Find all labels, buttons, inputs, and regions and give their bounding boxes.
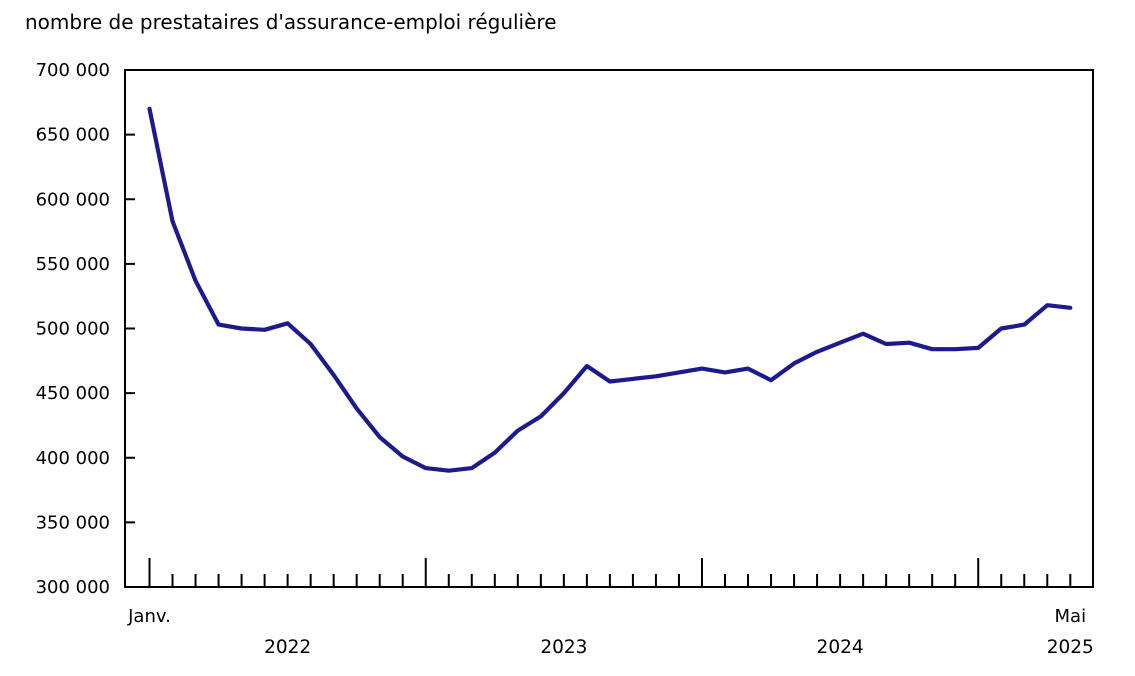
- x-year-label: 2024: [817, 637, 864, 658]
- y-tick-label: 650 000: [36, 125, 110, 146]
- series-line-ei-claimants: [147, 106, 1073, 473]
- x-year-label: 2022: [264, 637, 311, 658]
- y-tick-label: 400 000: [36, 448, 110, 469]
- y-tick-label: 450 000: [36, 383, 110, 404]
- x-last-month-label: Mai: [1055, 606, 1087, 627]
- chart-title: nombre de prestataires d'assurance-emplo…: [25, 10, 557, 34]
- x-year-label: 2025: [1047, 637, 1094, 658]
- y-tick-label: 550 000: [36, 254, 110, 275]
- y-tick-label: 350 000: [36, 512, 110, 533]
- y-tick-label: 300 000: [36, 577, 110, 598]
- x-year-label: 2023: [540, 637, 587, 658]
- y-tick-label: 500 000: [36, 319, 110, 340]
- x-first-month-label: Janv.: [127, 606, 171, 627]
- y-tick-label: 600 000: [36, 189, 110, 210]
- y-tick-label: 700 000: [36, 60, 110, 81]
